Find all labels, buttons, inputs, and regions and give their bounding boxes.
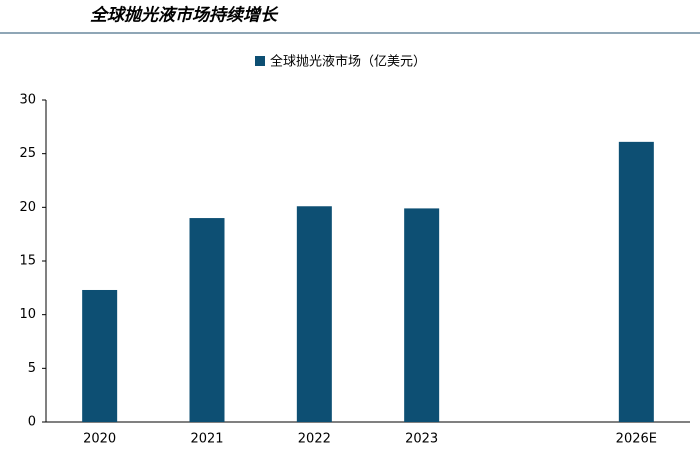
x-tick-label: 2020 bbox=[83, 432, 116, 447]
bar bbox=[618, 141, 654, 423]
chart-title: 全球抛光液市场持续增长 bbox=[90, 6, 279, 26]
bar bbox=[404, 208, 440, 422]
x-tick-label: 2021 bbox=[190, 432, 223, 447]
x-tick-label: 2022 bbox=[298, 432, 331, 447]
x-tick-label: 2026E bbox=[616, 432, 657, 447]
y-tick-label: 5 bbox=[28, 361, 36, 376]
bar bbox=[296, 206, 332, 422]
y-tick-label: 0 bbox=[28, 415, 36, 430]
legend-swatch bbox=[255, 56, 265, 66]
y-tick-label: 15 bbox=[19, 254, 36, 269]
x-tick-label: 2023 bbox=[405, 432, 438, 447]
legend-label: 全球抛光液市场（亿美元） bbox=[270, 54, 426, 70]
y-tick-label: 20 bbox=[19, 200, 36, 215]
bar bbox=[189, 218, 225, 422]
y-tick-label: 10 bbox=[19, 307, 36, 322]
y-tick-label: 25 bbox=[19, 146, 36, 161]
bar bbox=[82, 289, 118, 422]
y-tick-label: 30 bbox=[19, 93, 36, 108]
